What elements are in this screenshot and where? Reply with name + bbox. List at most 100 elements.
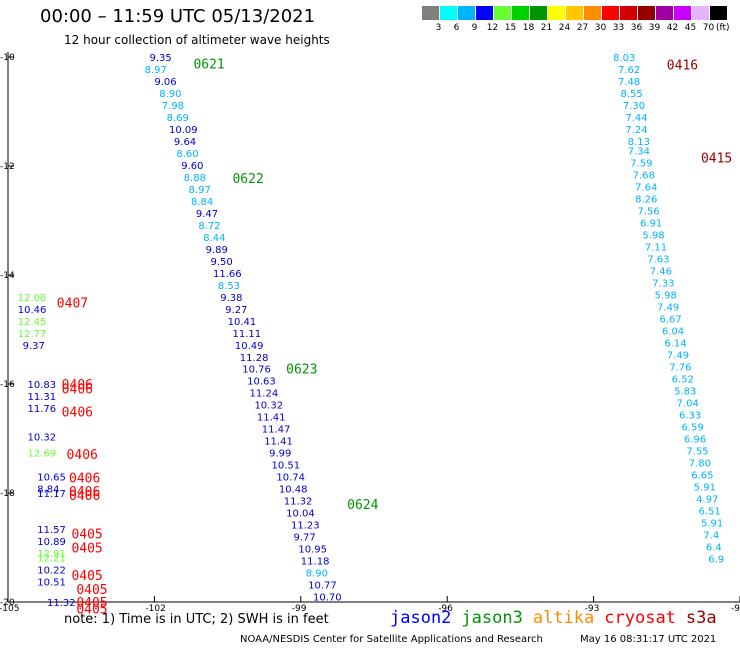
pass-label: 0405 xyxy=(71,527,102,542)
legend-swatch xyxy=(530,6,547,20)
pass-label: 0415 xyxy=(701,151,732,166)
wave-height-point: 7.04 xyxy=(677,399,699,410)
wave-height-point: 9.77 xyxy=(293,533,315,544)
legend-label: 70 xyxy=(702,23,715,33)
pass-label: 0406 xyxy=(62,378,93,393)
pass-label: 0405 xyxy=(71,542,102,557)
wave-height-point: 6.04 xyxy=(662,327,684,338)
pass-label: 0405 xyxy=(71,569,102,584)
wave-height-point: 10.46 xyxy=(18,305,47,316)
wave-height-point: 9.60 xyxy=(181,161,203,172)
wave-height-point: 5.98 xyxy=(655,291,677,302)
legend-label: 30 xyxy=(594,23,607,33)
legend-label: 27 xyxy=(576,23,589,33)
wave-height-point: 5.91 xyxy=(701,518,723,529)
wave-height-point: 10.22 xyxy=(37,565,66,576)
pass-label: 0624 xyxy=(347,498,378,513)
wave-height-point: 7.55 xyxy=(686,446,708,457)
wave-height-point: 10.77 xyxy=(308,581,337,592)
legend-label: 24 xyxy=(558,23,571,33)
legend-label: 21 xyxy=(540,23,553,33)
wave-height-point: 11.31 xyxy=(28,392,57,403)
wave-height-point: 10.70 xyxy=(313,593,342,604)
chart-title: 00:00 – 11:59 UTC 05/13/2021 xyxy=(40,6,316,27)
wave-height-point: 8.90 xyxy=(159,89,181,100)
wave-height-point: 10.09 xyxy=(169,125,198,136)
wave-height-point: 8.84 xyxy=(37,485,59,496)
legend-swatch xyxy=(674,6,691,20)
wave-height-point: 8.53 xyxy=(218,281,240,292)
chart-subtitle: 12 hour collection of altimeter wave hei… xyxy=(64,33,330,47)
wave-height-point: 10.51 xyxy=(37,577,66,588)
wave-height-point: 7.24 xyxy=(625,125,647,136)
wave-height-point: 6.67 xyxy=(659,315,681,326)
wave-height-point: 6.59 xyxy=(681,423,703,434)
wave-height-point: 4.97 xyxy=(696,494,718,505)
pass-label: 0406 xyxy=(67,448,98,463)
wave-height-point: 7.80 xyxy=(689,458,711,469)
legend-swatch xyxy=(620,6,637,20)
wave-height-point: 8.97 xyxy=(189,185,211,196)
wave-height-point: 7.56 xyxy=(638,207,660,218)
wave-height-point: 12.21 xyxy=(37,553,66,564)
y-tick-label: -10 xyxy=(0,53,15,63)
wave-height-point: 7.44 xyxy=(625,113,647,124)
wave-height-point: 10.83 xyxy=(28,380,57,391)
wave-height-point: 9.64 xyxy=(174,137,196,148)
pass-label: 0405 xyxy=(76,603,107,618)
satellite-label: jason3 xyxy=(461,608,523,628)
credit-line: NOAA/NESDIS Center for Satellite Applica… xyxy=(240,634,543,645)
wave-height-point: 12.91 xyxy=(37,549,66,560)
legend-label: 33 xyxy=(612,23,625,33)
wave-height-point: 10.51 xyxy=(272,461,301,472)
wave-height-point: 10.89 xyxy=(37,537,66,548)
y-tick-label: -20 xyxy=(0,598,15,608)
legend-swatch xyxy=(638,6,655,20)
wave-height-point: 6.96 xyxy=(684,435,706,446)
wave-height-point: 11.41 xyxy=(264,437,293,448)
wave-height-point: 12.69 xyxy=(28,449,57,460)
satellite-legend: jason2 jason3 altika cryosat s3a xyxy=(390,608,727,628)
wave-height-point: 8.88 xyxy=(184,173,206,184)
y-tick-label: -12 xyxy=(0,162,15,172)
pass-label: 0406 xyxy=(62,382,93,397)
legend-unit: (ft) xyxy=(716,23,730,33)
legend-label: 36 xyxy=(630,23,643,33)
legend-label: 45 xyxy=(684,23,697,33)
wave-height-point: 7.34 xyxy=(628,147,650,158)
legend-label: 6 xyxy=(453,23,460,33)
x-tick-label: -93 xyxy=(585,604,600,614)
pass-label: 0405 xyxy=(76,596,107,611)
wave-height-point: 11.76 xyxy=(28,404,57,415)
wave-height-point: 5.83 xyxy=(674,387,696,398)
wave-height-point: 7.64 xyxy=(635,183,657,194)
wave-height-point: 7.46 xyxy=(650,267,672,278)
wave-height-point: 7.68 xyxy=(633,171,655,182)
pass-label: 0406 xyxy=(62,405,93,420)
wave-height-point: 11.47 xyxy=(262,425,291,436)
wave-height-point: 12.45 xyxy=(18,317,47,328)
wave-height-point: 11.57 xyxy=(37,525,66,536)
wave-height-point: 10.41 xyxy=(228,317,257,328)
wave-height-point: 9.38 xyxy=(220,293,242,304)
wave-height-point: 7.49 xyxy=(667,351,689,362)
wave-height-point: 8.69 xyxy=(167,113,189,124)
wave-height-point: 8.72 xyxy=(198,221,220,232)
wave-height-point: 7.76 xyxy=(669,363,691,374)
wave-height-point: 10.63 xyxy=(247,377,276,388)
wave-height-point: 9.27 xyxy=(225,305,247,316)
legend-swatch xyxy=(512,6,529,20)
y-tick-label: -18 xyxy=(0,489,15,499)
x-tick-label: -96 xyxy=(438,604,453,614)
legend-label: 42 xyxy=(666,23,679,33)
wave-height-point: 11.18 xyxy=(301,557,330,568)
pass-label: 0406 xyxy=(69,472,100,487)
wave-height-point: 7.4 xyxy=(703,530,719,541)
satellite-label: s3a xyxy=(685,608,717,628)
wave-height-point: 6.65 xyxy=(691,470,713,481)
pass-label: 0622 xyxy=(232,172,263,187)
wave-height-point: 11.23 xyxy=(291,521,320,532)
wave-height-point: 9.06 xyxy=(154,77,176,88)
x-tick-label: -105 xyxy=(0,604,19,614)
legend-label: 12 xyxy=(486,23,499,33)
